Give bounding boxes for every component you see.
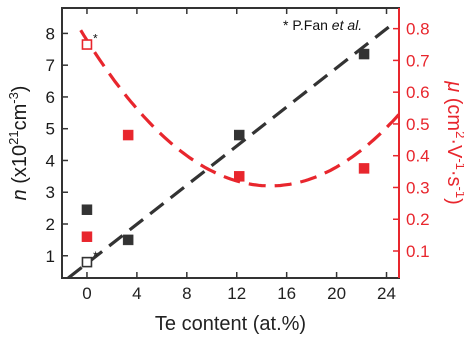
left-y-axis-title-sup: 21 <box>6 130 21 144</box>
x-tick-label: 20 <box>327 284 346 303</box>
left-y-tick-label: 1 <box>46 247 55 266</box>
reference-annotation: * P.Fan et al. <box>283 17 362 33</box>
annotation-italic: et al. <box>332 17 362 33</box>
right-y-axis-title-part: μ (cm <box>443 80 464 131</box>
left-y-axis-title-symbol: n <box>9 189 31 200</box>
right-y-axis-title-part: ·s <box>443 170 464 187</box>
right-y-tick-label: 0.6 <box>406 83 430 102</box>
left-y-tick-label: 6 <box>46 88 55 107</box>
x-axis-title: Te content (at.%) <box>155 313 306 335</box>
x-tick-label: 12 <box>227 284 246 303</box>
x-tick-label: 24 <box>377 284 396 303</box>
carrier-density-point <box>81 204 93 215</box>
carrier-density-point <box>233 129 245 141</box>
left-y-tick-label: 4 <box>46 151 55 170</box>
carrier-density-fit-line <box>67 22 394 278</box>
right-y-axis-title: μ (cm2·V-1·s-1) <box>443 80 464 205</box>
plot-frame <box>61 7 400 279</box>
x-tick-label: 16 <box>277 284 296 303</box>
right-y-axis-title-part: ) <box>443 198 464 205</box>
left-y-tick-label: 5 <box>46 120 55 139</box>
left-y-tick-label: 8 <box>46 24 55 43</box>
annotation-text: * P.Fan <box>283 17 332 33</box>
reference-star-label: * <box>93 32 98 46</box>
left-y-tick-label: 7 <box>46 56 55 75</box>
x-tick-label: 0 <box>82 284 91 303</box>
right-y-axis-title-part: ·V <box>443 138 464 159</box>
right-y-axis-title-sup: -1 <box>453 158 464 170</box>
right-y-tick-label: 0.4 <box>406 147 430 166</box>
right-y-axis-title-sup: 2 <box>453 131 464 138</box>
x-tick-label: 8 <box>182 284 191 303</box>
mobility-point <box>122 129 134 141</box>
mobility-fit-curve <box>79 29 399 188</box>
left-y-axis-title-part: n (x10 <box>9 145 31 201</box>
left-y-axis-title-part: cm <box>9 104 31 131</box>
left-y-tick-label: 3 <box>46 183 55 202</box>
left-y-axis-title-part-rest: (x10 <box>9 145 31 189</box>
left-y-tick-label: 2 <box>46 215 55 234</box>
carrier-density-point-reference <box>81 256 93 268</box>
carrier-density-point <box>122 234 134 246</box>
x-tick-label: 4 <box>132 284 141 303</box>
right-y-axis-title-symbol: μ <box>443 80 464 92</box>
right-y-tick-label: 0.3 <box>406 178 430 197</box>
left-y-axis-title: n (x1021cm-3) <box>6 86 31 201</box>
left-y-axis-title-sup: -3 <box>6 92 21 104</box>
right-y-axis-title-part-rest: (cm <box>443 92 464 131</box>
right-y-tick-label: 0.1 <box>406 242 430 261</box>
carrier-density-point <box>358 48 370 60</box>
mobility-point <box>233 171 245 182</box>
right-y-tick-label: 0.7 <box>406 51 430 70</box>
right-y-tick-label: 0.5 <box>406 115 430 134</box>
mobility-point-reference <box>81 39 93 50</box>
right-y-tick-label: 0.8 <box>406 20 430 39</box>
right-y-tick-label: 0.2 <box>406 210 430 229</box>
mobility-point <box>81 231 93 242</box>
left-y-axis-title-part: ) <box>9 86 31 93</box>
reference-star-label: * <box>93 249 98 263</box>
right-y-axis-title-sup: -1 <box>453 187 464 199</box>
mobility-point <box>358 163 370 174</box>
